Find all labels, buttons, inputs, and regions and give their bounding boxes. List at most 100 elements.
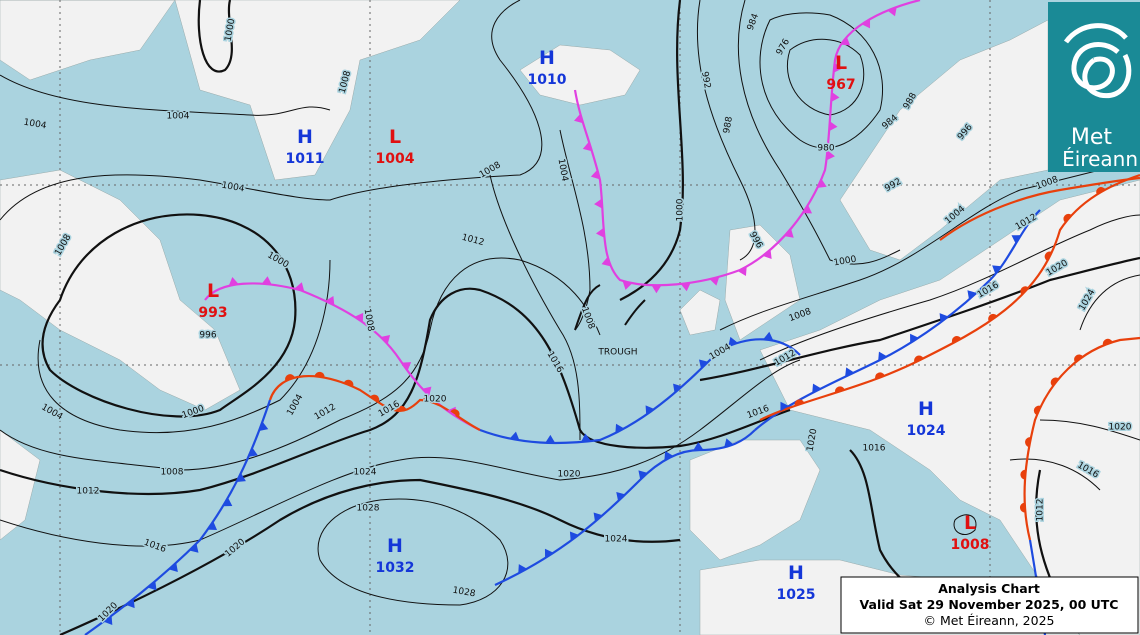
cold-front-symbol bbox=[992, 265, 1002, 275]
title-box-frame bbox=[840, 576, 1139, 634]
cold-front-symbol bbox=[724, 438, 734, 448]
isobar-label: 1024 bbox=[605, 535, 628, 545]
cold-front-symbol bbox=[544, 548, 554, 559]
cold-front-symbol bbox=[248, 447, 258, 457]
isobar-label: 1020 bbox=[558, 470, 581, 480]
cold-front-symbol bbox=[910, 333, 919, 344]
cold-front-symbol bbox=[638, 470, 648, 480]
isobar-label: 980 bbox=[817, 144, 834, 154]
cold-front-symbol bbox=[354, 312, 364, 323]
warm-front-symbol bbox=[875, 372, 885, 380]
cold-front-symbol bbox=[125, 598, 135, 609]
cold-front-symbol bbox=[259, 421, 269, 431]
center-letter: H bbox=[297, 126, 313, 148]
cold-front-symbol bbox=[817, 178, 827, 188]
cold-front-symbol bbox=[845, 367, 855, 377]
cold-front-symbol bbox=[728, 336, 738, 347]
center-pressure: 1032 bbox=[376, 560, 415, 576]
warm-front-symbol bbox=[1020, 286, 1029, 295]
copyright: © Met Éireann, 2025 bbox=[923, 613, 1054, 628]
warm-front-symbol bbox=[1096, 187, 1106, 195]
warm-front-symbol bbox=[396, 405, 407, 412]
cold-front-symbol bbox=[833, 62, 843, 73]
cold-front-symbol bbox=[261, 276, 272, 285]
warm-front-symbol bbox=[1033, 405, 1041, 416]
warm-front-symbol bbox=[450, 409, 460, 417]
isobar-label: 1028 bbox=[357, 504, 380, 514]
cold-front-symbol bbox=[168, 562, 178, 572]
cold-front-symbol bbox=[222, 497, 233, 507]
cold-front-symbol bbox=[699, 359, 709, 369]
cold-front-symbol bbox=[103, 615, 113, 626]
logo-text: Met bbox=[1071, 125, 1113, 150]
cold-front-symbol bbox=[812, 383, 822, 393]
warm-front-symbol bbox=[914, 355, 924, 363]
cold-front-symbol bbox=[582, 141, 592, 152]
cold-front-symbol bbox=[784, 228, 794, 238]
isobar-label: 1020 bbox=[1109, 423, 1132, 433]
cold-front-symbol bbox=[574, 113, 584, 124]
cold-front-symbol bbox=[831, 91, 840, 102]
center-pressure: 993 bbox=[198, 305, 227, 321]
cold-front-symbol bbox=[826, 150, 835, 161]
cold-front-symbol bbox=[595, 227, 605, 238]
warm-front-symbol bbox=[951, 336, 962, 344]
center-pressure: 1024 bbox=[907, 423, 946, 439]
cold-front-symbol bbox=[236, 473, 246, 482]
center-letter: H bbox=[539, 47, 555, 69]
cold-front-symbol bbox=[887, 6, 897, 17]
cold-front-symbol bbox=[737, 266, 747, 276]
warm-front-symbol bbox=[1050, 377, 1059, 387]
cold-front-symbol bbox=[545, 434, 556, 444]
cold-front-symbol bbox=[422, 386, 432, 396]
isobar-label: 1004 bbox=[167, 112, 190, 122]
cold-front-symbol bbox=[829, 121, 838, 132]
valid-time: Valid Sat 29 November 2025, 00 UTC bbox=[860, 597, 1119, 612]
cold-front-symbol bbox=[763, 331, 774, 341]
cold-front-symbol bbox=[380, 334, 391, 345]
cold-front-symbol bbox=[601, 256, 611, 267]
center-letter: H bbox=[918, 398, 934, 420]
cold-front-symbol bbox=[840, 36, 851, 46]
warm-front-symbol bbox=[988, 313, 998, 322]
cold-front-symbol bbox=[709, 276, 720, 286]
cold-front-symbol bbox=[878, 351, 888, 361]
front-symbols bbox=[103, 6, 1113, 626]
warm-front-symbol bbox=[1025, 437, 1031, 448]
logo-swirl bbox=[1063, 23, 1132, 99]
cold-front-symbol bbox=[645, 405, 655, 415]
cold-front-symbol bbox=[615, 423, 625, 434]
center-pressure: 1004 bbox=[376, 151, 415, 167]
cold-front-symbol bbox=[693, 442, 704, 451]
cold-front-symbol bbox=[780, 401, 789, 412]
warm-front-symbol bbox=[834, 386, 845, 393]
cold-front-symbol bbox=[581, 433, 592, 442]
title-box: Analysis Chart Valid Sat 29 November 202… bbox=[840, 576, 1139, 634]
cold-front-symbol bbox=[325, 295, 335, 306]
cold-front-symbol bbox=[401, 362, 412, 371]
cold-front-symbol bbox=[762, 249, 772, 259]
cold-front-symbol bbox=[590, 169, 600, 180]
warm-front-symbol bbox=[285, 374, 295, 381]
cold-front-symbol bbox=[569, 531, 579, 541]
cold-front-symbol bbox=[593, 512, 603, 522]
cold-front-symbol bbox=[939, 313, 949, 323]
warm-front-symbol bbox=[794, 399, 805, 406]
isobar-label: 1000 bbox=[676, 198, 686, 221]
center-letter: H bbox=[387, 535, 403, 557]
logo: Met Éireann bbox=[1048, 2, 1140, 172]
cold-front-symbol bbox=[189, 543, 199, 553]
cold-front-symbol bbox=[680, 282, 691, 292]
pressure-centers: H 1011 L 1004 H 1010 L 967 L 993 H 1032 H 1024 H 1025 L 1… bbox=[198, 47, 989, 603]
center-pressure: 1010 bbox=[528, 72, 567, 88]
isobar-label: 1016 bbox=[863, 444, 886, 454]
cold-front-symbol bbox=[616, 492, 626, 502]
center-letter: H bbox=[788, 562, 804, 584]
logo-text: Éireann bbox=[1062, 147, 1138, 171]
cold-front-symbol bbox=[509, 431, 520, 441]
isobar-label: 1012 bbox=[1036, 499, 1046, 522]
cold-front-symbol bbox=[861, 18, 871, 29]
center-pressure: 967 bbox=[826, 77, 855, 93]
